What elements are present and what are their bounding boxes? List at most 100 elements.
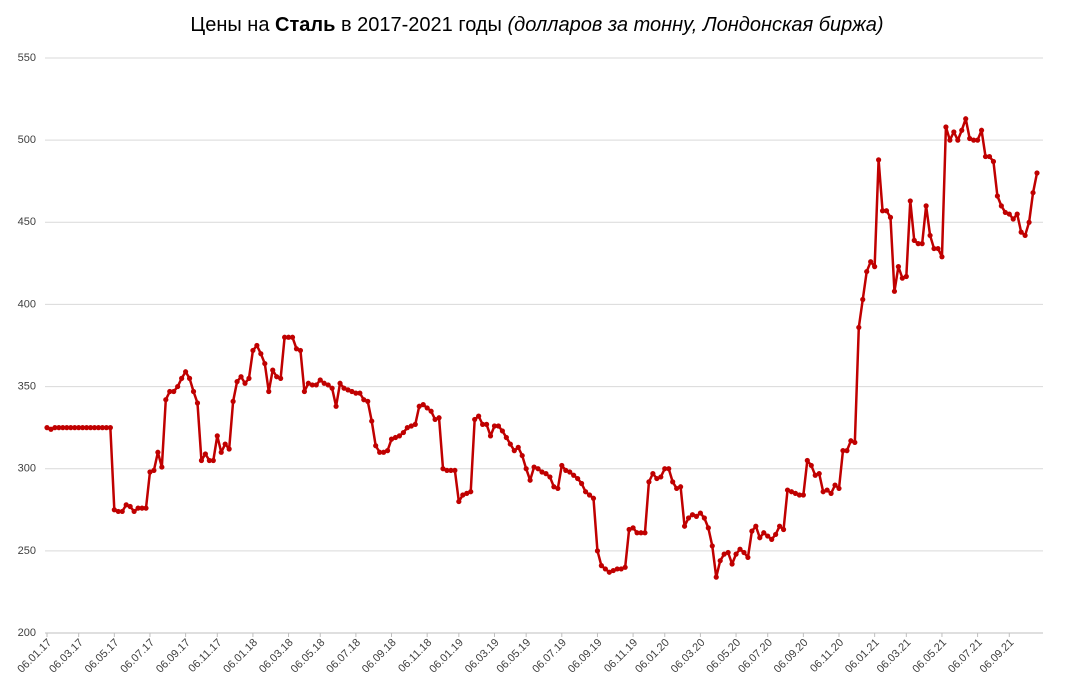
point: [670, 479, 676, 485]
point: [198, 457, 205, 464]
point: [602, 566, 608, 572]
point: [155, 449, 161, 455]
point: [757, 535, 763, 541]
point: [1034, 170, 1040, 176]
point: [784, 487, 791, 493]
point: [511, 448, 517, 454]
point: [186, 375, 193, 381]
point: [947, 137, 953, 143]
point: [674, 485, 680, 492]
point: [650, 471, 656, 477]
point: [769, 536, 775, 542]
point: [408, 423, 414, 429]
point: [143, 505, 149, 511]
point: [852, 439, 858, 446]
point: [179, 375, 185, 381]
point: [135, 505, 141, 511]
point: [309, 382, 315, 388]
point: [923, 203, 929, 209]
point: [519, 452, 525, 459]
point: [618, 566, 624, 572]
point: [262, 360, 268, 367]
point: [167, 388, 173, 395]
point: [64, 425, 70, 431]
point: [218, 449, 224, 455]
point: [444, 467, 450, 473]
point: [808, 462, 814, 469]
point: [899, 275, 905, 281]
point: [353, 390, 359, 396]
point: [507, 441, 513, 447]
point: [982, 153, 989, 160]
point: [761, 530, 767, 536]
point: [254, 342, 260, 349]
point: [816, 471, 822, 477]
y-tick-label: 250: [18, 545, 36, 557]
point: [278, 375, 284, 381]
point: [234, 379, 240, 385]
point: [1030, 190, 1036, 196]
point: [84, 425, 90, 431]
point: [836, 485, 842, 492]
point: [428, 408, 434, 414]
point: [206, 457, 212, 464]
point: [685, 515, 692, 521]
point: [935, 245, 941, 252]
point: [856, 324, 862, 331]
title-text: в 2017-2021 годы: [341, 14, 502, 36]
point: [313, 382, 319, 388]
point: [844, 448, 850, 454]
point: [373, 443, 379, 449]
point: [741, 549, 747, 556]
y-tick-label: 300: [18, 463, 36, 475]
point: [468, 489, 474, 495]
point: [753, 523, 759, 529]
point: [95, 425, 102, 431]
point: [812, 472, 818, 478]
point: [103, 425, 109, 431]
point: [883, 208, 890, 214]
point: [555, 485, 561, 492]
point: [44, 425, 50, 431]
point: [911, 237, 917, 243]
point: [365, 398, 371, 404]
chart-title: Цены на Сталь в 2017-2021 годы (долларов…: [190, 14, 883, 36]
point: [210, 457, 216, 464]
y-tick-label: 200: [18, 627, 36, 639]
point: [666, 466, 672, 472]
point: [274, 374, 280, 380]
point: [301, 388, 307, 395]
point: [464, 490, 470, 496]
y-tick-label: 400: [18, 298, 36, 310]
point: [765, 533, 771, 539]
point: [139, 505, 145, 511]
point: [709, 543, 715, 549]
point: [1022, 232, 1028, 239]
point: [238, 374, 244, 380]
point: [1010, 216, 1016, 222]
point: [551, 484, 557, 490]
point: [317, 377, 323, 383]
point: [610, 567, 616, 574]
point: [190, 388, 197, 395]
point: [503, 434, 509, 441]
point: [250, 347, 256, 354]
point: [52, 425, 58, 431]
point: [1002, 209, 1008, 216]
point: [919, 241, 925, 247]
point: [48, 426, 54, 432]
point: [773, 531, 779, 538]
point: [907, 198, 913, 204]
point: [377, 449, 383, 455]
point: [575, 475, 581, 482]
point: [701, 515, 707, 521]
point: [440, 466, 446, 472]
point: [662, 466, 668, 472]
point: [119, 508, 125, 515]
point: [523, 466, 529, 472]
point: [531, 464, 537, 470]
point: [480, 421, 486, 427]
point: [887, 214, 894, 220]
point: [345, 387, 351, 393]
point: [828, 490, 834, 496]
